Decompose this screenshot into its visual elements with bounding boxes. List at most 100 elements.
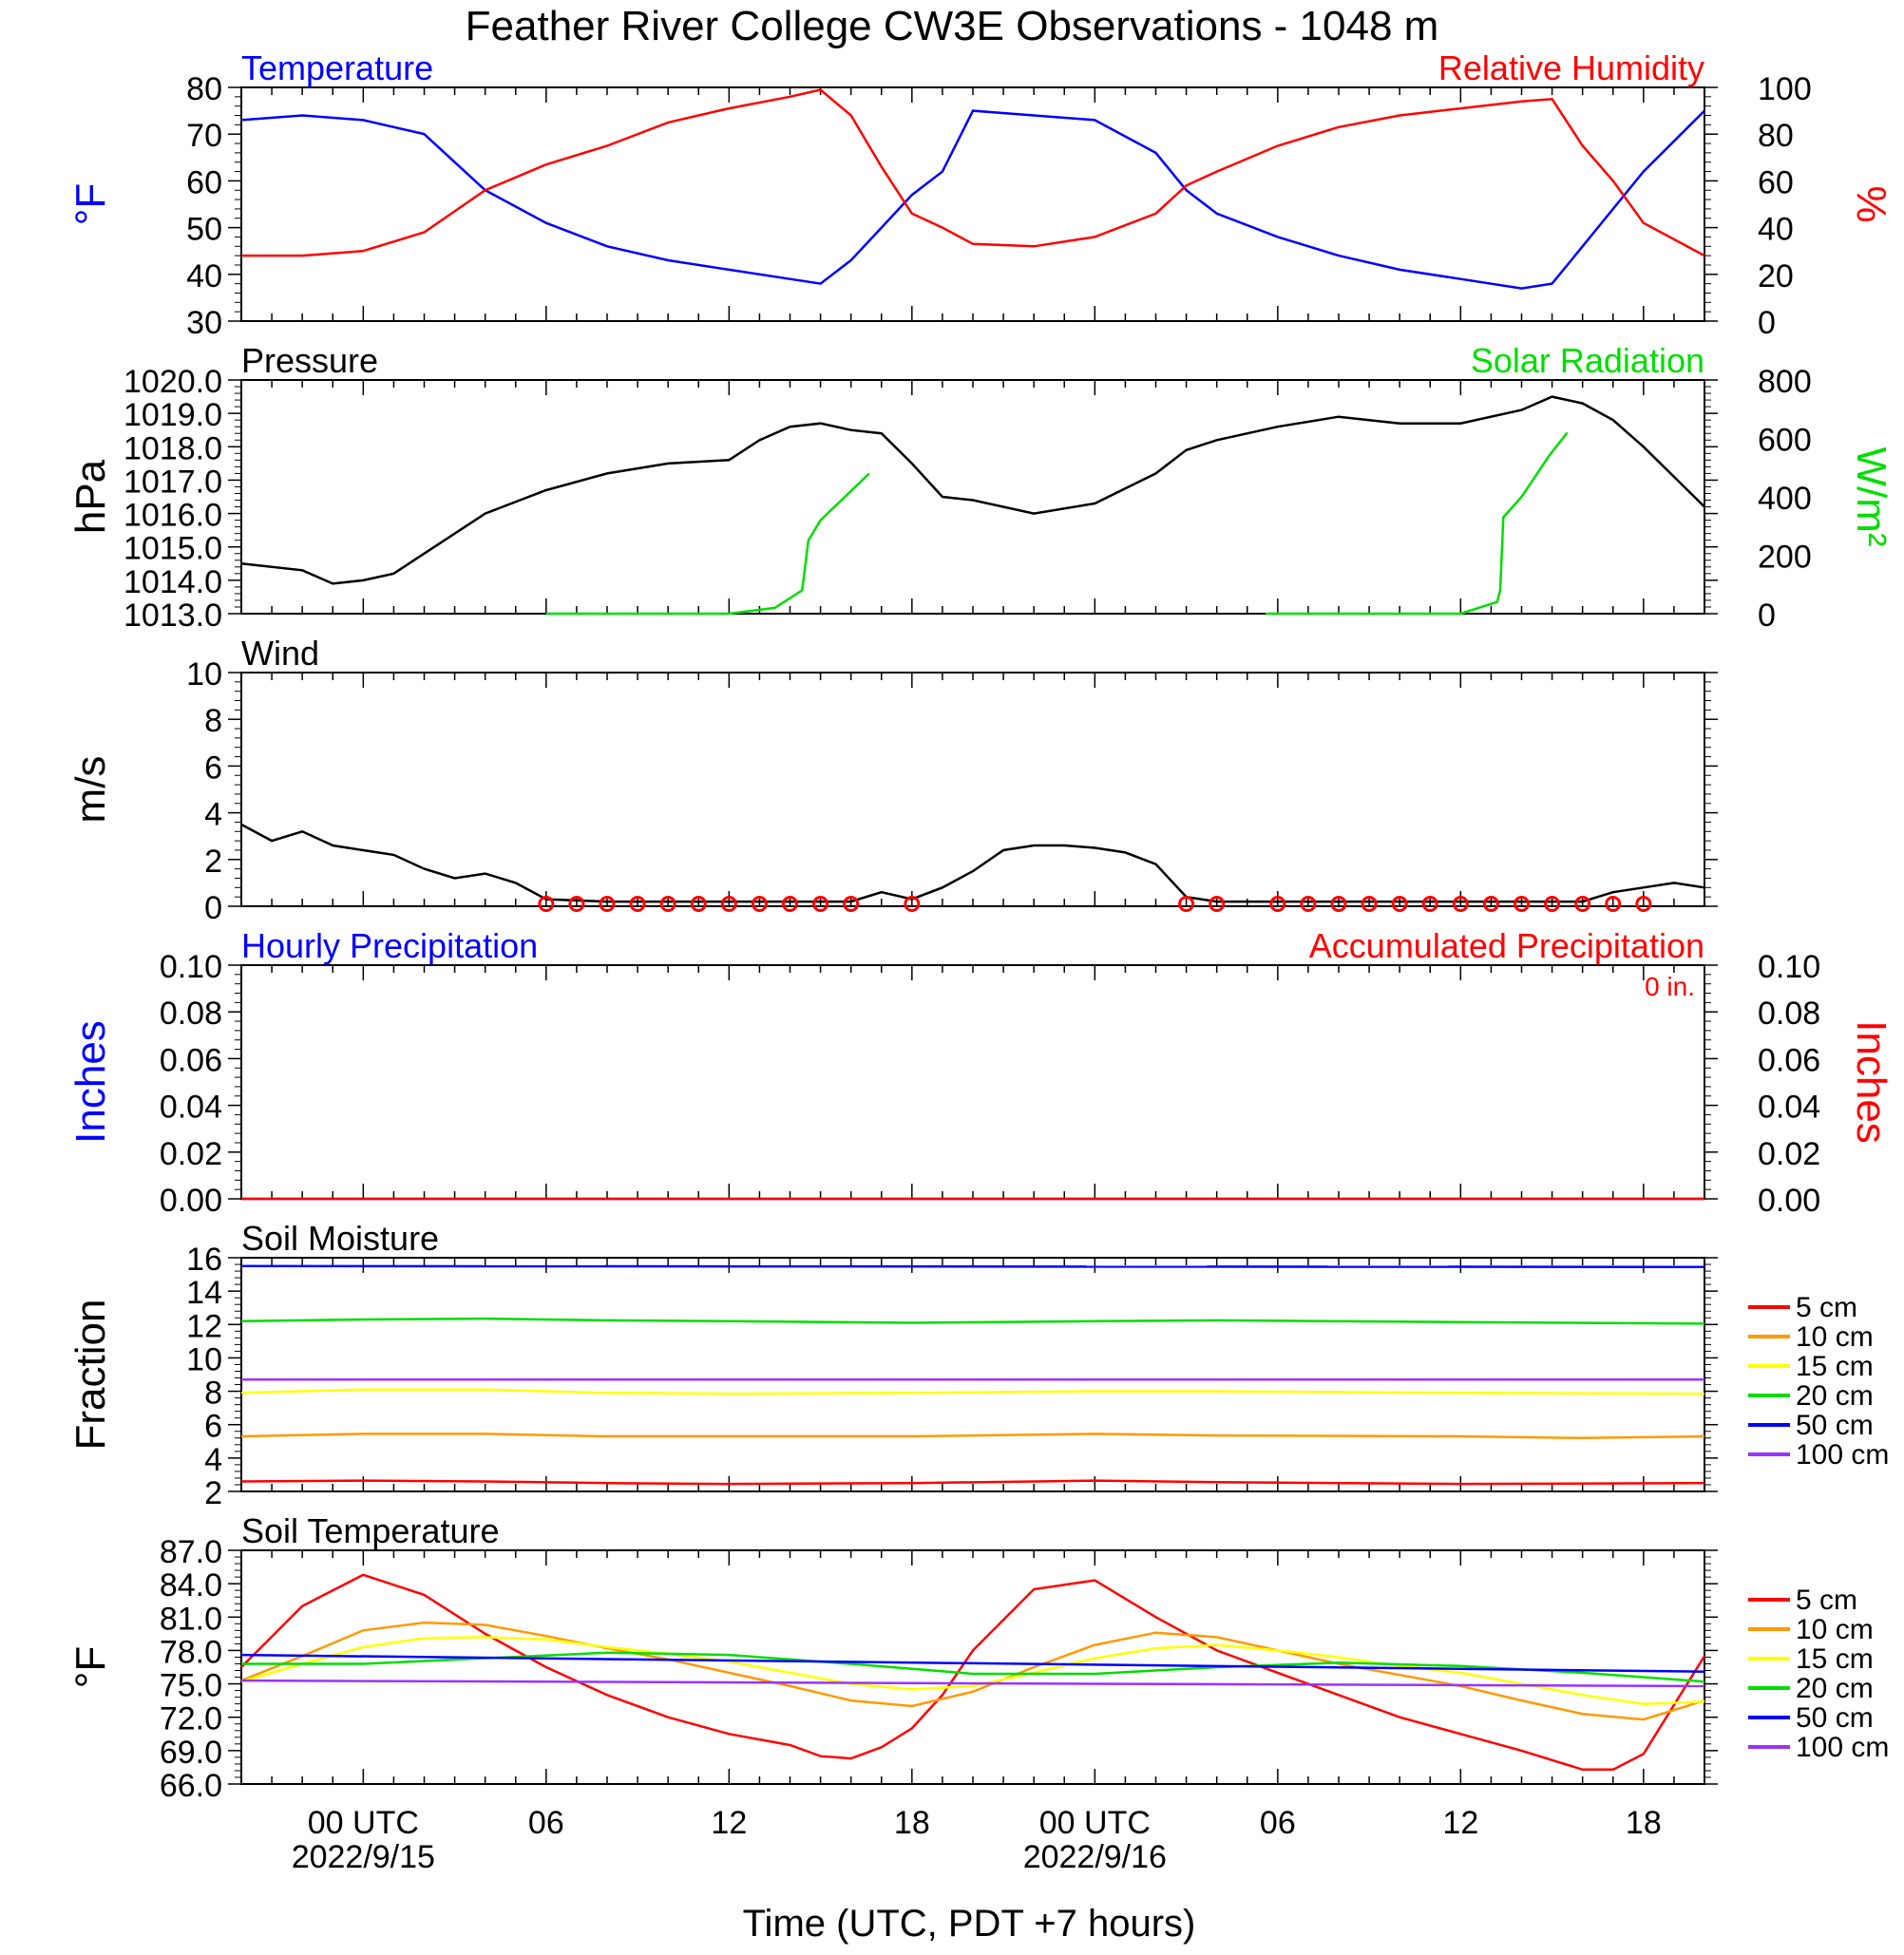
series-line-wind (240, 823, 1705, 903)
y-tick-label: 40 (186, 258, 222, 294)
y-right-tick-label: 0.08 (1758, 996, 1820, 1032)
y-tick-label: 14 (186, 1275, 222, 1311)
y-right-tick-label: 0.00 (1758, 1183, 1820, 1219)
series-line-5-cm (240, 1573, 1706, 1772)
y-right-tick-label: 0.10 (1758, 949, 1820, 985)
y-axis-label-left: °F (67, 183, 114, 225)
y-tick-label: 66.0 (160, 1768, 222, 1804)
panel-1: 30 40 50 60 70 80 0 20 40 60 80 100 Temperature Relat… (67, 48, 1894, 341)
panel-title-right: Relative Humidity (1438, 48, 1704, 87)
y-right-tick-label: 0.02 (1758, 1136, 1820, 1172)
calm-wind-marker (1574, 896, 1591, 913)
calm-wind-marker (1452, 896, 1469, 913)
calm-wind-marker (1635, 896, 1652, 913)
calm-wind-marker (1514, 896, 1530, 913)
series-line-solar-radiation (545, 472, 870, 616)
y-axis-label-left: Inches (67, 1020, 114, 1144)
series-line-5-cm (240, 1479, 1705, 1486)
y-tick-label: 4 (204, 1442, 222, 1478)
x-tick-label: 06 (528, 1805, 564, 1841)
y-tick-label: 1017.0 (124, 464, 222, 500)
y-axis-label-left: °F (67, 1646, 114, 1688)
panel-title-left: Pressure (241, 341, 378, 380)
x-tick-label: 06 (1260, 1805, 1296, 1841)
y-right-tick-label: 0.06 (1758, 1042, 1820, 1078)
y-tick-label: 16 (186, 1242, 222, 1278)
series-line-solar-radiation (1266, 431, 1569, 616)
legend-label: 15 cm (1796, 1351, 1874, 1382)
panel-title-left: Hourly Precipitation (241, 926, 538, 965)
y-right-tick-label: 80 (1758, 118, 1794, 154)
y-tick-label: 75.0 (160, 1668, 222, 1704)
calm-wind-marker (538, 896, 555, 913)
y-axis-label-left: Fraction (67, 1300, 114, 1451)
y-tick-label: 6 (204, 1409, 222, 1445)
y-tick-label: 60 (186, 164, 222, 200)
y-tick-label: 0.04 (160, 1090, 222, 1126)
panel-title-right: Solar Radiation (1471, 341, 1704, 380)
legend-label: 100 cm (1796, 1439, 1889, 1471)
x-tick-label: 12 (711, 1805, 747, 1841)
y-axis-label-right: Inches (1848, 1020, 1894, 1144)
y-tick-label: 81.0 (160, 1601, 222, 1637)
y-tick-label: 8 (204, 1376, 222, 1412)
y-right-tick-label: 60 (1758, 164, 1794, 200)
y-tick-label: 50 (186, 212, 222, 248)
y-tick-label: 84.0 (160, 1567, 222, 1604)
plot-frame (240, 379, 1705, 615)
y-tick-label: 80 (186, 71, 222, 107)
calm-wind-marker (599, 896, 616, 913)
calm-wind-marker (690, 896, 707, 913)
calm-wind-marker (568, 896, 585, 913)
calm-wind-marker (659, 896, 676, 913)
calm-wind-marker (1178, 896, 1195, 913)
series-line-relative-humidity (241, 88, 1705, 257)
series-line-temperature (240, 109, 1705, 290)
x-tick-label: 18 (894, 1805, 930, 1841)
panel-title-left: Wind (241, 634, 319, 673)
legend-label: 20 cm (1796, 1673, 1874, 1704)
panel-4: 0.00 0.02 0.04 0.06 0.08 0.10 0.00 0.02 0.04 0.06… (67, 926, 1894, 1219)
series-line-50-cm (240, 1264, 1705, 1268)
y-tick-label: 0.08 (160, 996, 222, 1032)
series-line-15-cm (240, 1388, 1705, 1395)
figure-title: Feather River College CW3E Observations … (466, 3, 1439, 49)
legend-label: 15 cm (1796, 1643, 1874, 1675)
y-right-tick-label: 100 (1758, 71, 1812, 107)
series-line-20-cm (240, 1317, 1705, 1325)
y-tick-label: 1013.0 (124, 598, 222, 634)
calm-wind-marker (751, 896, 768, 913)
legend-label: 5 cm (1796, 1585, 1857, 1616)
series-line-15-cm (240, 1636, 1705, 1705)
y-tick-label: 78.0 (160, 1634, 222, 1670)
calm-wind-marker (1544, 896, 1561, 913)
plot-frame (240, 86, 1705, 322)
y-right-tick-label: 0 (1758, 305, 1776, 341)
y-axis-label-right: % (1848, 185, 1894, 222)
y-axis-label-right: W/m² (1848, 446, 1894, 546)
y-tick-label: 4 (204, 797, 222, 833)
y-tick-label: 30 (186, 305, 222, 341)
y-tick-label: 1018.0 (124, 430, 222, 466)
series-line-50-cm (240, 1653, 1705, 1673)
calm-wind-marker (904, 896, 921, 913)
y-tick-label: 1015.0 (124, 531, 222, 567)
panel-title-left: Soil Temperature (241, 1511, 499, 1550)
y-right-tick-label: 40 (1758, 212, 1794, 248)
accumulated-total-label: 0 in. (1645, 972, 1695, 1001)
y-tick-label: 12 (186, 1308, 222, 1344)
calm-wind-marker (1482, 896, 1499, 913)
legend-label: 20 cm (1796, 1380, 1874, 1412)
calm-wind-marker (1269, 896, 1286, 913)
calm-wind-marker (720, 896, 737, 913)
y-right-tick-label: 20 (1758, 258, 1794, 294)
calm-wind-marker (843, 896, 860, 913)
y-right-tick-label: 800 (1758, 364, 1812, 400)
y-tick-label: 2 (204, 1475, 222, 1511)
x-date-label: 2022/9/16 (1023, 1839, 1167, 1875)
x-axis-label: Time (UTC, PDT +7 hours) (743, 1903, 1196, 1945)
